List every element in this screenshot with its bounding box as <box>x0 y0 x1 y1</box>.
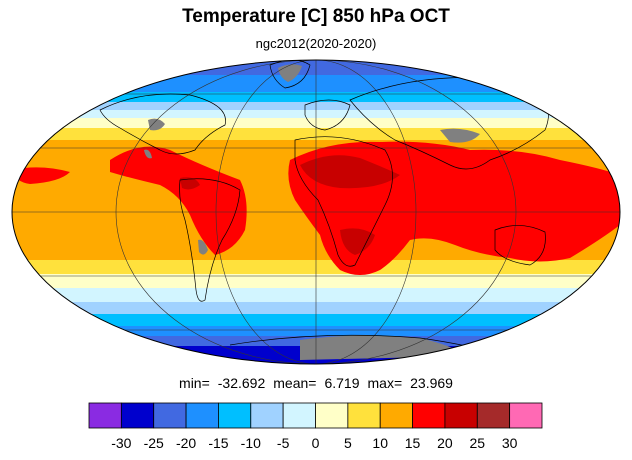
colorbar-tick-label: -10 <box>241 435 261 451</box>
colorbar-ticks: -30 -25 -20 -15 -10 -5 0 5 10 15 20 25 30 <box>111 435 517 451</box>
globe-outline <box>11 59 621 365</box>
coastline-north-america <box>99 93 226 155</box>
temperature-map <box>11 59 621 365</box>
coastline-greenland <box>269 60 311 89</box>
map-subtitle: ngc2012(2020-2020) <box>255 36 377 51</box>
colorbar-swatch <box>444 402 478 429</box>
warm-region-sahara-core <box>300 155 400 189</box>
colorbar-swatch <box>379 402 413 429</box>
colorbar-swatch <box>120 402 155 429</box>
missing-greenland <box>278 64 302 82</box>
colorbar-swatch <box>185 402 219 429</box>
colorbar-swatch <box>347 402 381 429</box>
coastline-south-america <box>179 178 241 302</box>
colorbar-tick-label: 5 <box>344 435 352 451</box>
coastline-australia <box>494 225 546 266</box>
missing-tibet <box>440 128 480 143</box>
min-label: min= <box>179 375 210 391</box>
warm-region-americas <box>110 146 247 255</box>
colorbar-tick-label: 0 <box>312 435 320 451</box>
warm-region-south-africa-core <box>340 228 375 255</box>
colorbar-tick-label: 30 <box>502 435 518 451</box>
colorbar-tick-label: -30 <box>111 435 131 451</box>
min-value: -32.692 <box>217 375 266 391</box>
colorbar-swatch <box>509 402 543 429</box>
colorbar-swatches <box>88 402 543 429</box>
mean-value: 6.719 <box>324 375 360 391</box>
colorbar-tick-label: -20 <box>176 435 196 451</box>
max-value: 23.969 <box>410 375 453 391</box>
colorbar-tick-label: -15 <box>208 435 228 451</box>
max-label: max= <box>367 375 403 391</box>
colorbar-swatch <box>476 402 511 429</box>
colorbar-tick-label: -25 <box>144 435 164 451</box>
colorbar-tick-label: 10 <box>372 435 388 451</box>
map-title: Temperature [C] 850 hPa OCT <box>182 6 450 27</box>
coastline-europe <box>304 99 351 131</box>
colorbar-swatch <box>250 402 284 429</box>
colorbar-tick-label: 25 <box>470 435 486 451</box>
map-field <box>12 60 620 364</box>
coastlines <box>99 60 549 356</box>
mean-label: mean= <box>273 375 317 391</box>
coastline-africa <box>294 136 393 267</box>
missing-andes <box>198 239 208 255</box>
colorbar-swatch <box>282 402 316 429</box>
colorbar-tick-label: -5 <box>277 435 290 451</box>
colorbar-tick-label: 15 <box>405 435 421 451</box>
colorbar-swatch <box>412 402 446 429</box>
stats-line: min= -32.692 mean= 6.719 max= 23.969 <box>0 375 632 391</box>
warm-region-east-pacific <box>12 167 70 184</box>
colorbar-swatch <box>218 402 252 429</box>
colorbar-swatch <box>88 402 122 429</box>
warm-region-south-america-core <box>180 177 200 190</box>
colorbar-swatch <box>315 402 349 429</box>
colorbar-swatch <box>153 402 187 429</box>
colorbar-tick-label: 20 <box>437 435 453 451</box>
missing-mexico <box>144 149 152 159</box>
missing-rockies <box>148 118 165 131</box>
